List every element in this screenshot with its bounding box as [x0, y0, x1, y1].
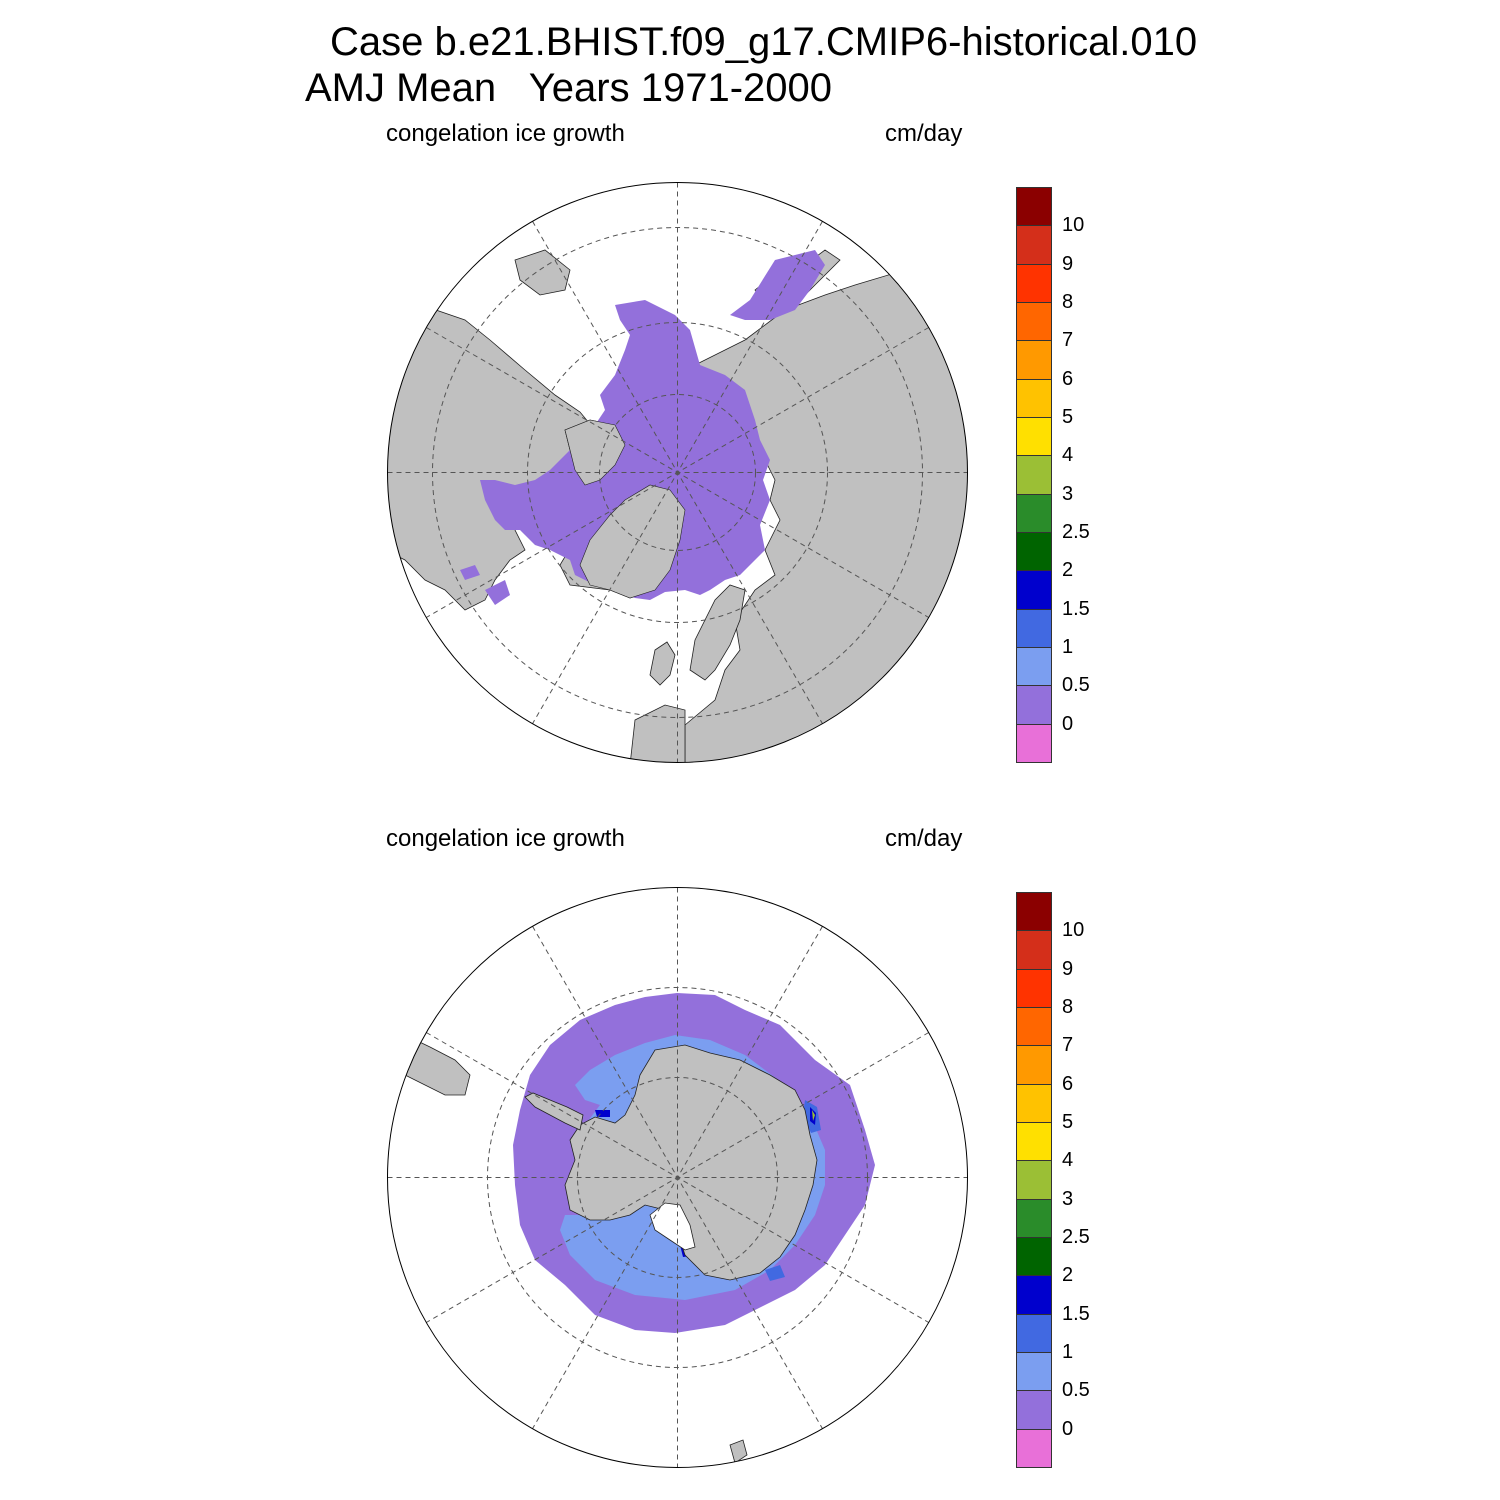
colorbar-label: 2 — [1062, 559, 1074, 582]
colorbar-swatch — [1016, 723, 1052, 763]
south-graticule — [387, 887, 968, 1468]
north-ice-growth — [460, 250, 825, 605]
colorbar-label: 1.5 — [1062, 597, 1090, 620]
colorbar-label: 4 — [1062, 1149, 1074, 1172]
panel-north: congelation ice growth cm/day — [0, 0, 1500, 763]
north-polar-map — [387, 182, 968, 763]
north-map-border — [387, 182, 968, 763]
colorbar-swatch — [1016, 340, 1052, 380]
colorbar-swatch — [1016, 1083, 1052, 1123]
colorbar-swatch — [1016, 647, 1052, 687]
colorbar-swatch — [1016, 1313, 1052, 1353]
colorbar-swatch — [1016, 532, 1052, 572]
colorbar-label: 6 — [1062, 1072, 1074, 1095]
colorbar-label: 1 — [1062, 636, 1074, 658]
colorbar-swatch — [1016, 1275, 1052, 1315]
north-graticule — [387, 182, 968, 763]
colorbar-label: 2.5 — [1062, 1226, 1090, 1248]
colorbar-label: 5 — [1062, 1111, 1074, 1133]
colorbar-swatch — [1016, 493, 1052, 533]
colorbar-swatch — [1016, 685, 1052, 725]
panel-north-units-label: cm/day — [885, 120, 963, 147]
panel-south-variable-label: congelation ice growth — [386, 825, 625, 852]
colorbar-swatch — [1016, 302, 1052, 342]
colorbar-label: 10 — [1062, 919, 1085, 942]
colorbar-label: 0.5 — [1062, 674, 1090, 697]
north-colorbar: 10 9 8 7 6 5 4 3 2.5 2 1.5 1 0.5 0 — [1016, 187, 1126, 763]
colorbar-label: 8 — [1062, 291, 1074, 313]
colorbar-label: 5 — [1062, 406, 1074, 428]
colorbar-label: 3 — [1062, 482, 1074, 505]
colorbar-label: 7 — [1062, 1034, 1074, 1057]
colorbar-swatch — [1016, 608, 1052, 648]
colorbar-label: 3 — [1062, 1187, 1074, 1210]
colorbar-swatch — [1016, 968, 1052, 1008]
south-map-border — [387, 887, 968, 1468]
colorbar-label: 8 — [1062, 996, 1074, 1018]
colorbar-swatch — [1016, 1198, 1052, 1238]
colorbar-swatch — [1016, 1390, 1052, 1430]
colorbar-swatch — [1016, 187, 1052, 227]
panel-south-units-label: cm/day — [885, 825, 963, 852]
colorbar-label: 6 — [1062, 367, 1074, 390]
colorbar-label: 1 — [1062, 1341, 1074, 1363]
panel-south: congelation ice growth cm/day — [0, 705, 1500, 1468]
colorbar-swatch — [1016, 1428, 1052, 1468]
colorbar-label: 2 — [1062, 1264, 1074, 1287]
colorbar-swatch — [1016, 1237, 1052, 1277]
colorbar-label: 10 — [1062, 214, 1085, 237]
colorbar-label: 9 — [1062, 957, 1074, 980]
panel-north-variable-label: congelation ice growth — [386, 120, 625, 147]
colorbar-swatch — [1016, 892, 1052, 932]
colorbar-swatch — [1016, 1352, 1052, 1392]
colorbar-label: 9 — [1062, 252, 1074, 275]
title-case: Case b.e21.BHIST.f09_g17.CMIP6-historica… — [330, 20, 1198, 64]
colorbar-swatch — [1016, 225, 1052, 265]
colorbar-swatch — [1016, 570, 1052, 610]
colorbar-label: 2.5 — [1062, 521, 1090, 543]
colorbar-label: 0 — [1062, 712, 1074, 735]
colorbar-label: 1.5 — [1062, 1302, 1090, 1325]
colorbar-label: 0 — [1062, 1417, 1074, 1440]
colorbar-swatch — [1016, 263, 1052, 303]
colorbar-swatch — [1016, 1045, 1052, 1085]
colorbar-swatch — [1016, 455, 1052, 495]
colorbar-label: 4 — [1062, 444, 1074, 467]
colorbar-label: 0.5 — [1062, 1379, 1090, 1402]
colorbar-swatch — [1016, 1007, 1052, 1047]
south-colorbar: 10 9 8 7 6 5 4 3 2.5 2 1.5 1 0.5 0 — [1016, 892, 1126, 1468]
colorbar-swatch — [1016, 1160, 1052, 1200]
colorbar-swatch — [1016, 1122, 1052, 1162]
colorbar-swatch — [1016, 930, 1052, 970]
colorbar-swatch — [1016, 378, 1052, 418]
colorbar-swatch — [1016, 417, 1052, 457]
south-polar-map — [387, 887, 968, 1468]
colorbar-label: 7 — [1062, 329, 1074, 352]
title-period: AMJ Mean Years 1971-2000 — [305, 66, 833, 110]
